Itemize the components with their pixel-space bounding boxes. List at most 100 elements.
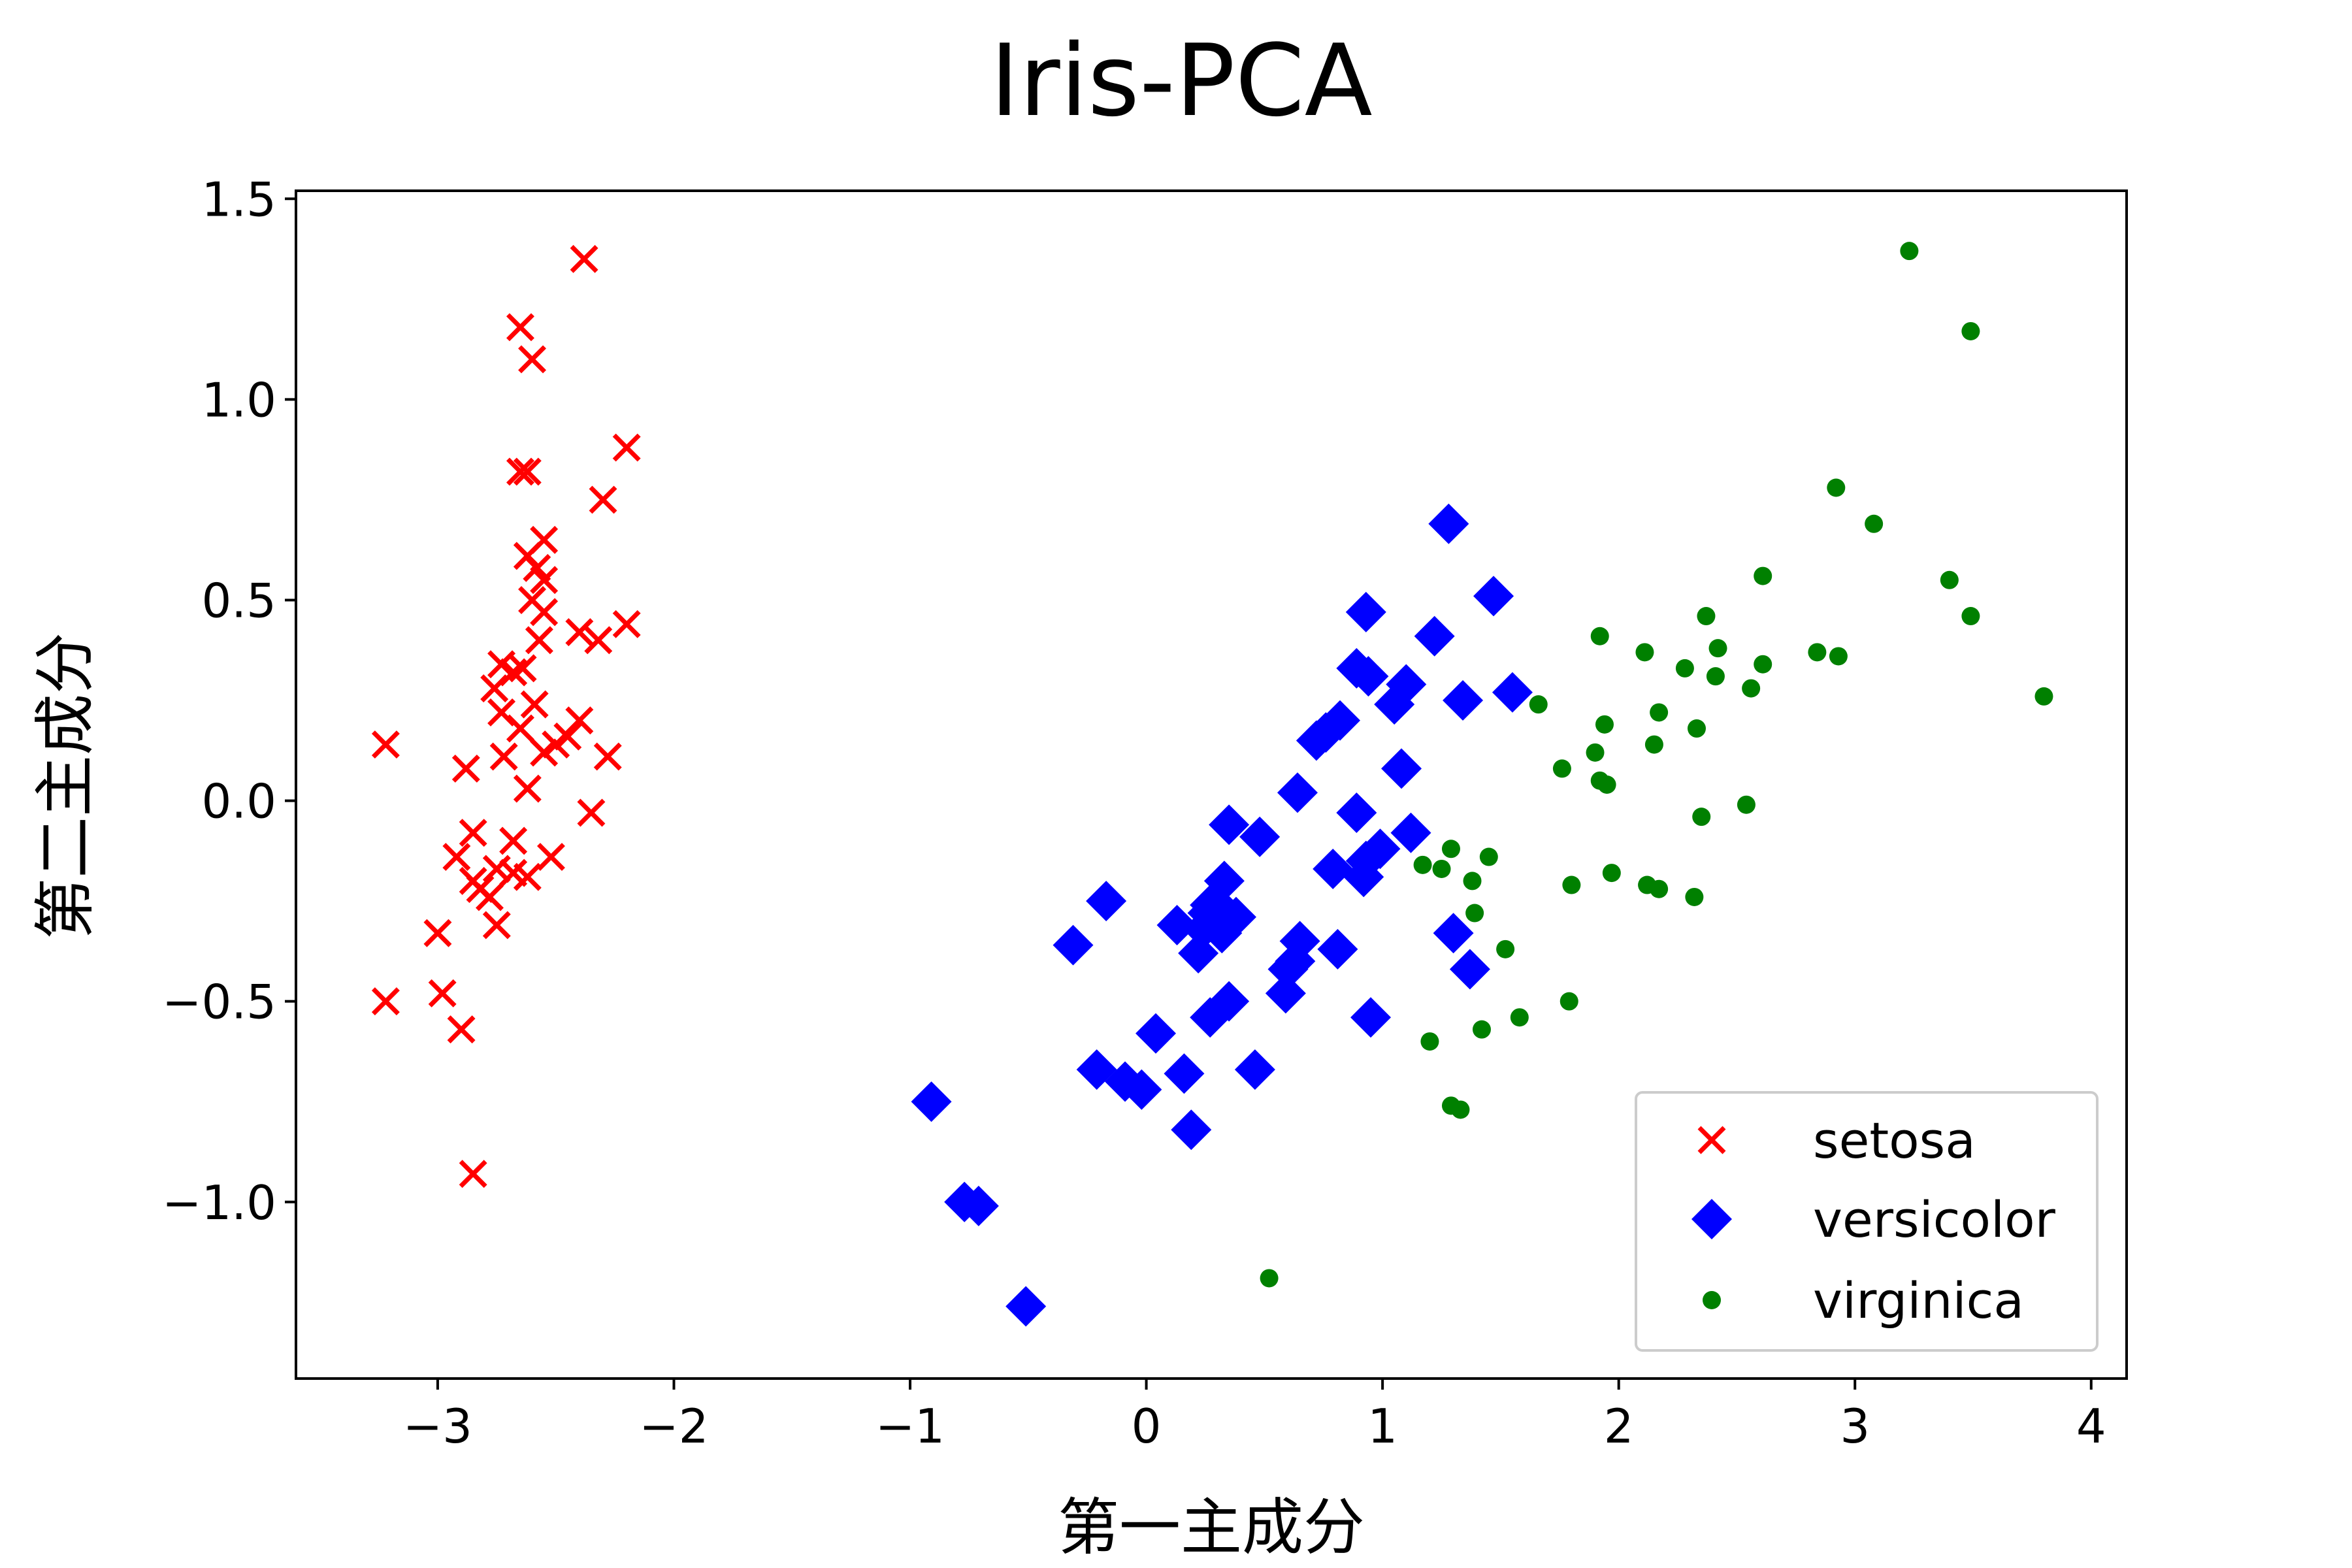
x-tick-label: −1 <box>875 1399 945 1454</box>
versicolor-point <box>958 1185 999 1226</box>
setosa-point <box>506 313 534 342</box>
virginica-point <box>1595 715 1614 734</box>
y-axis: −1.0 −0.5 0.0 0.5 1.0 1.5 <box>162 172 296 1230</box>
setosa-point <box>451 754 480 783</box>
virginica-point <box>1472 1020 1491 1039</box>
setosa-point <box>530 598 559 627</box>
setosa-point <box>487 650 516 679</box>
setosa-point <box>553 722 582 751</box>
series-virginica <box>1260 242 2053 1288</box>
setosa-point <box>371 730 400 759</box>
versicolor-point <box>1433 913 1474 954</box>
versicolor-point <box>1164 1053 1205 1094</box>
virginica-point <box>1635 643 1654 662</box>
setosa-point <box>530 738 559 767</box>
virginica-point <box>1940 570 1959 589</box>
versicolor-point <box>1390 812 1431 853</box>
virginica-point <box>1754 655 1772 674</box>
setosa-point <box>506 457 534 486</box>
versicolor-point <box>1350 997 1392 1038</box>
virginica-point <box>1961 607 1980 626</box>
setosa-point <box>542 730 570 759</box>
y-tick-label: 0.5 <box>201 573 276 628</box>
series-versicolor <box>911 503 1533 1327</box>
series-setosa <box>371 244 641 1188</box>
virginica-point <box>1597 776 1616 794</box>
setosa-point <box>518 345 547 374</box>
virginica-point <box>1708 639 1727 658</box>
setosa-point <box>513 862 542 891</box>
setosa-point <box>565 706 594 735</box>
virginica-point <box>1510 1008 1529 1027</box>
versicolor-point <box>1428 503 1469 544</box>
setosa-point <box>459 819 487 847</box>
virginica-point <box>1808 643 1827 662</box>
x-tick-label: 3 <box>1840 1399 1870 1454</box>
setosa-point <box>459 1160 487 1188</box>
versicolor-point <box>1201 913 1243 954</box>
virginica-point <box>1900 242 1919 261</box>
legend: setosa versicolor virginica <box>1635 1091 2099 1352</box>
virginica-point <box>1441 840 1460 858</box>
y-axis-label: 第二主成分 <box>30 632 101 939</box>
x-tick-label: 4 <box>2076 1399 2106 1454</box>
legend-box <box>1635 1091 2099 1352</box>
legend-marker-setosa <box>1697 1126 1726 1154</box>
setosa-point <box>482 855 511 883</box>
versicolor-point <box>1345 591 1386 632</box>
virginica-point <box>1650 703 1669 722</box>
legend-label-virginica: virginica <box>1813 1271 2024 1330</box>
virginica-point <box>1675 659 1694 678</box>
versicolor-point <box>1171 1109 1212 1151</box>
versicolor-point <box>1374 684 1415 725</box>
setosa-point <box>584 626 613 655</box>
versicolor-point <box>1005 1286 1047 1327</box>
virginica-point <box>1961 321 1980 340</box>
x-tick-label: 1 <box>1367 1399 1397 1454</box>
virginica-point <box>1650 879 1669 898</box>
versicolor-point <box>1135 1013 1177 1054</box>
setosa-point <box>506 714 534 743</box>
versicolor-point <box>1449 949 1490 990</box>
setosa-point <box>499 826 528 855</box>
setosa-point <box>482 911 511 939</box>
setosa-point <box>593 742 622 771</box>
versicolor-point <box>1121 1069 1162 1110</box>
versicolor-point <box>1317 928 1358 970</box>
setosa-point <box>525 626 553 655</box>
versicolor-point <box>1313 848 1354 889</box>
legend-label-setosa: setosa <box>1813 1111 1976 1169</box>
virginica-point <box>1754 566 1772 585</box>
virginica-point <box>1451 1100 1470 1119</box>
versicolor-point <box>1209 804 1250 845</box>
setosa-point <box>612 610 641 638</box>
y-tick-label: 0.0 <box>201 774 276 829</box>
versicolor-point <box>1267 949 1309 990</box>
virginica-point <box>1552 759 1571 778</box>
setosa-point <box>442 843 471 872</box>
data-points <box>371 242 2053 1327</box>
setosa-point <box>520 690 549 719</box>
versicolor-point <box>1086 881 1127 922</box>
y-tick-label: 1.5 <box>201 172 276 227</box>
setosa-point <box>489 742 518 771</box>
versicolor-point <box>1190 997 1231 1038</box>
setosa-point <box>570 244 598 273</box>
virginica-point <box>1465 904 1484 923</box>
setosa-point <box>565 618 594 647</box>
x-axis-label: 第一主成分 <box>1058 1492 1365 1563</box>
versicolor-point <box>1381 748 1422 789</box>
setosa-point <box>612 433 641 462</box>
setosa-point <box>423 919 452 947</box>
virginica-point <box>1479 847 1498 866</box>
virginica-point <box>1685 887 1704 906</box>
x-axis: −3 −2 −1 0 1 2 3 4 <box>403 1379 2106 1454</box>
versicolor-point <box>1053 924 1094 966</box>
virginica-point <box>1432 859 1451 878</box>
versicolor-point <box>1343 857 1384 898</box>
virginica-point <box>1260 1269 1279 1288</box>
virginica-point <box>1687 719 1706 738</box>
x-tick-label: −2 <box>639 1399 708 1454</box>
legend-marker-versicolor <box>1691 1199 1732 1239</box>
